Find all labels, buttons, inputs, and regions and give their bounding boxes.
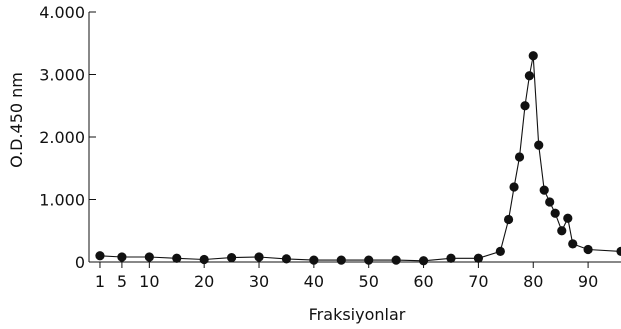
x-tick-label: 30 (249, 272, 269, 291)
x-tick-label: 40 (304, 272, 324, 291)
data-point (336, 255, 346, 265)
data-point (568, 239, 578, 249)
x-axis-title: Fraksiyonlar (309, 305, 406, 324)
data-point (309, 255, 319, 265)
data-point (364, 255, 374, 265)
x-tick-label: 60 (413, 272, 433, 291)
x-tick-label: 10 (139, 272, 159, 291)
data-point (254, 252, 264, 262)
data-point (563, 213, 573, 223)
x-tick-label: 20 (194, 272, 214, 291)
x-tick-label: 50 (359, 272, 379, 291)
y-tick-label: 3.000 (39, 66, 85, 85)
data-point (534, 140, 544, 150)
series-layer (95, 51, 621, 266)
data-point (226, 253, 237, 263)
data-point (391, 255, 401, 265)
y-tick-label: 2.000 (39, 128, 85, 147)
data-point (117, 252, 127, 262)
data-point (524, 71, 535, 81)
data-point (514, 152, 525, 162)
data-point (503, 214, 514, 225)
data-point (95, 251, 105, 261)
data-point (418, 256, 429, 266)
y-tick-label: 1.000 (39, 191, 85, 210)
data-point (281, 254, 292, 264)
data-point (539, 185, 549, 195)
x-tick-label: 5 (117, 272, 127, 291)
data-point (583, 244, 593, 255)
data-point (545, 197, 555, 207)
data-point (528, 51, 538, 61)
data-point (473, 253, 484, 263)
y-axis: 0 1.000 2.000 3.000 4.000 (39, 3, 96, 272)
data-point (446, 253, 456, 263)
data-point (520, 101, 530, 111)
x-tick-label: 70 (468, 272, 488, 291)
y-tick-label: 0 (75, 253, 85, 272)
data-point (199, 254, 209, 265)
data-point (557, 226, 567, 236)
data-point (172, 253, 182, 263)
data-point (550, 208, 560, 218)
data-point (509, 182, 519, 192)
data-point (616, 246, 621, 256)
x-tick-label: 90 (578, 272, 598, 291)
x-axis: 1 5 10 20 30 40 50 60 70 80 90 (89, 261, 621, 291)
data-point (495, 246, 505, 256)
y-axis-title: O.D.450 nm (7, 72, 26, 168)
y-tick-label: 4.000 (39, 3, 85, 22)
x-tick-label: 1 (95, 272, 105, 291)
x-tick-label: 80 (523, 272, 543, 291)
series-line (99, 55, 621, 262)
data-point (144, 252, 154, 262)
